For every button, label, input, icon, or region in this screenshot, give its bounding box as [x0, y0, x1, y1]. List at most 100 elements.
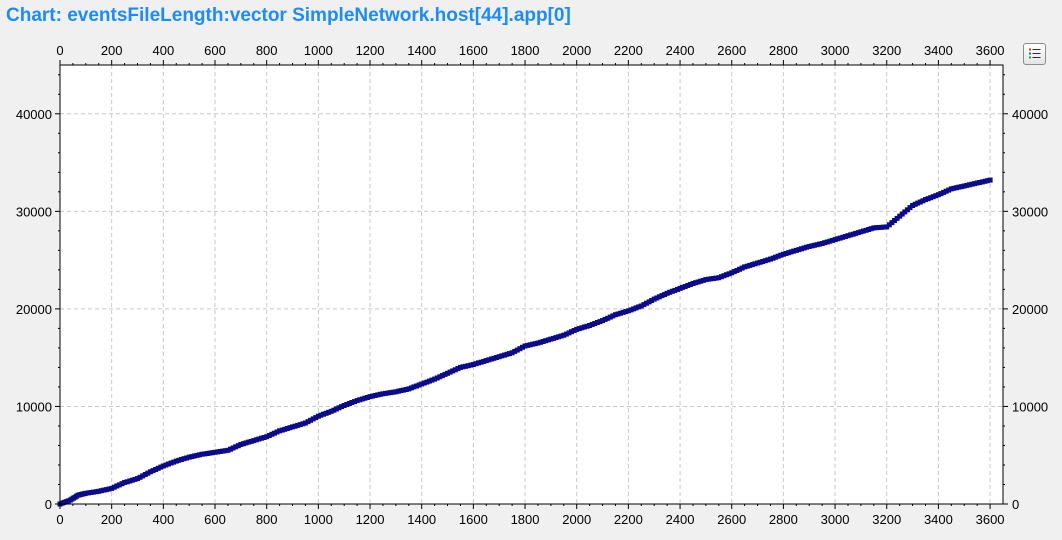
data-point: [341, 403, 347, 408]
data-point: [703, 277, 709, 283]
data-point: [282, 426, 288, 432]
data-point: [339, 404, 345, 410]
chart-title: Chart: eventsFileLength:vector SimpleNet…: [6, 5, 571, 26]
legend-list-icon: [1029, 48, 1041, 59]
data-point: [246, 439, 252, 445]
x-tick-label-bottom: 3000: [821, 512, 850, 527]
data-point: [140, 473, 146, 479]
y-tick-label-right: 40000: [1012, 107, 1048, 122]
data-point: [527, 342, 533, 348]
data-point: [421, 380, 427, 386]
x-tick-label-top: 1800: [511, 43, 540, 58]
data-point: [411, 384, 417, 390]
x-tick-label-top: 1000: [304, 43, 333, 58]
data-point: [290, 424, 295, 430]
data-point: [765, 257, 771, 263]
data-point: [354, 398, 360, 404]
data-point: [623, 309, 629, 315]
data-point: [395, 388, 401, 394]
data-point: [491, 355, 497, 361]
data-point: [388, 390, 394, 396]
y-tick-label-right: 20000: [1012, 302, 1048, 317]
data-point: [147, 469, 153, 475]
data-point: [793, 247, 799, 253]
data-point: [956, 184, 962, 190]
data-point: [594, 320, 600, 325]
data-point: [85, 490, 91, 496]
data-point: [884, 224, 890, 230]
data-point: [830, 237, 835, 243]
data-point: [548, 336, 554, 342]
data-point: [982, 178, 988, 184]
data-point: [837, 235, 843, 241]
data-point: [669, 288, 675, 294]
data-point: [796, 247, 802, 253]
data-point: [587, 323, 593, 328]
data-point: [951, 185, 957, 191]
data-point: [98, 488, 104, 494]
data-point: [181, 456, 187, 462]
data-point: [279, 427, 285, 433]
data-point: [811, 242, 817, 248]
data-point: [522, 343, 528, 349]
x-tick-label-top: 1200: [356, 43, 385, 58]
data-point: [150, 468, 156, 474]
data-point: [558, 333, 564, 339]
data-point: [271, 430, 277, 436]
x-tick-label-bottom: 3400: [924, 512, 953, 527]
data-point: [256, 436, 262, 442]
x-tick-label-top: 600: [204, 43, 226, 58]
data-point: [243, 440, 249, 446]
data-point: [540, 339, 546, 344]
data-point: [966, 182, 972, 188]
data-point: [809, 243, 815, 249]
data-point: [238, 442, 244, 447]
data-point: [364, 395, 370, 400]
data-point: [664, 290, 670, 296]
data-point: [186, 454, 192, 460]
data-point: [483, 358, 489, 364]
data-point: [178, 457, 184, 462]
data-point: [729, 270, 735, 276]
data-point: [716, 275, 722, 281]
data-point: [545, 337, 551, 343]
data-point: [88, 490, 94, 495]
data-point: [987, 177, 993, 183]
data-point: [414, 383, 419, 389]
data-point: [437, 374, 443, 380]
data-point: [954, 185, 959, 191]
data-point: [747, 262, 753, 268]
data-point: [644, 300, 649, 306]
data-point: [742, 264, 748, 270]
legend-toggle-button[interactable]: [1023, 43, 1046, 65]
data-point: [633, 305, 639, 311]
data-point: [571, 328, 577, 333]
x-tick-label-bottom: 2000: [562, 512, 591, 527]
data-point: [333, 406, 339, 412]
data-point: [176, 457, 182, 463]
data-point: [930, 194, 936, 200]
data-point: [240, 441, 246, 447]
data-point: [507, 351, 512, 357]
data-point: [517, 346, 523, 352]
x-tick-label-top: 2400: [666, 43, 695, 58]
x-tick-label-bottom: 2400: [666, 512, 695, 527]
data-point: [390, 389, 396, 395]
data-point: [933, 193, 939, 199]
data-point: [605, 315, 611, 321]
data-point: [749, 262, 755, 268]
data-point: [199, 451, 205, 457]
x-tick-label-bottom: 1200: [356, 512, 385, 527]
data-point: [137, 474, 143, 480]
data-point: [194, 452, 200, 458]
data-point: [659, 293, 665, 299]
data-point: [620, 309, 626, 315]
data-point: [403, 387, 409, 392]
data-point: [618, 310, 624, 316]
data-point: [352, 399, 357, 405]
data-point: [310, 416, 316, 422]
data-point: [948, 186, 954, 192]
y-tick-label-right: 10000: [1012, 399, 1048, 414]
data-point: [649, 298, 655, 303]
data-point: [496, 354, 502, 360]
